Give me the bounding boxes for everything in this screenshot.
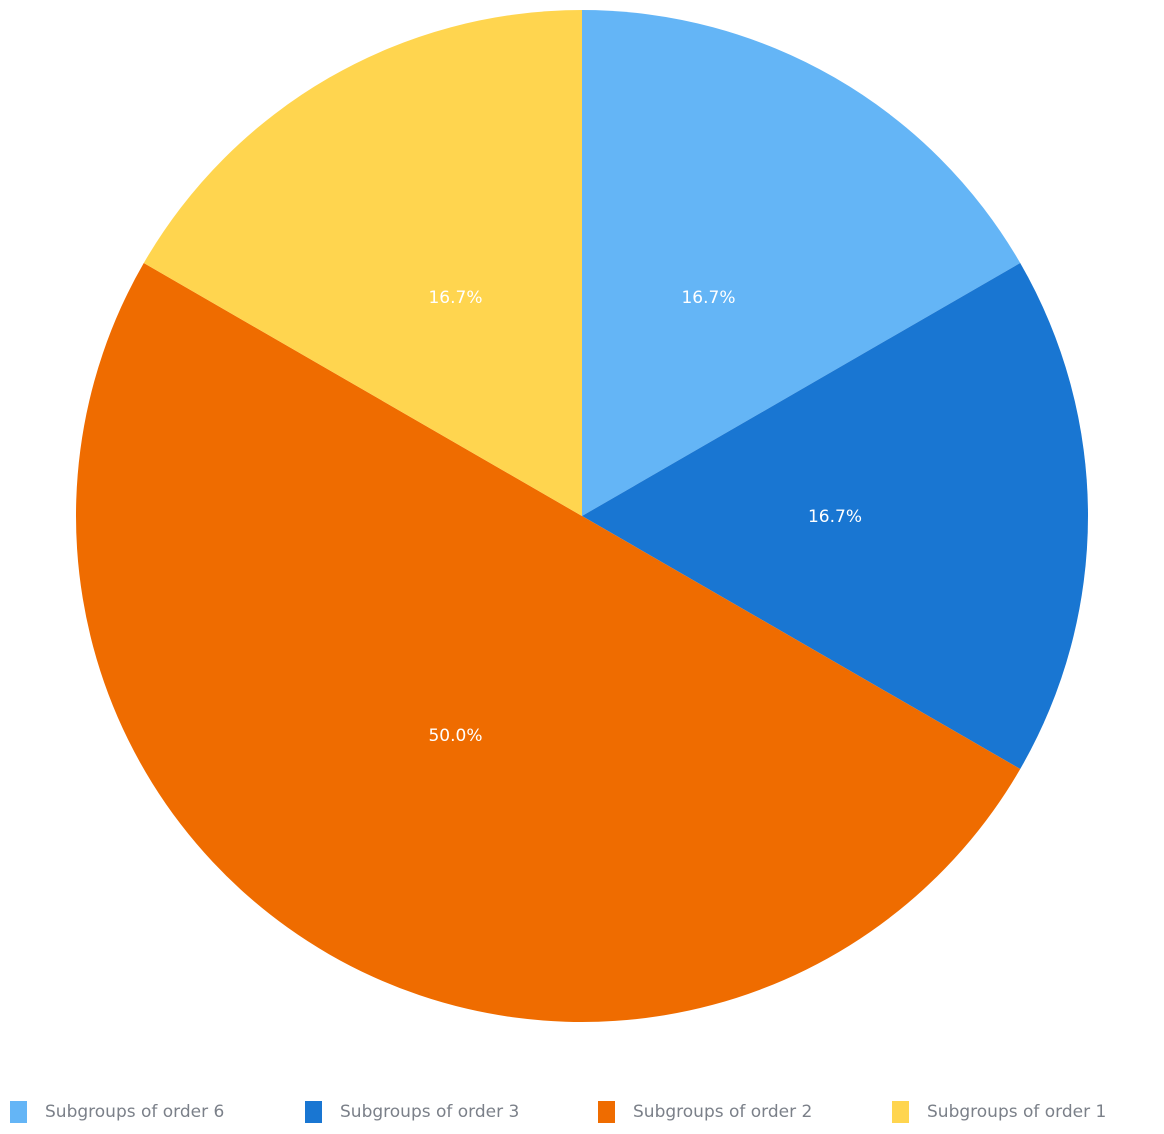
- legend-item[interactable]: Subgroups of order 6: [10, 1100, 224, 1124]
- slice-percent-label: 16.7%: [681, 288, 735, 308]
- legend-item[interactable]: Subgroups of order 2: [598, 1100, 812, 1124]
- slice-percent-label: 16.7%: [428, 288, 482, 308]
- legend-swatch: [305, 1101, 322, 1123]
- legend: Subgroups of order 6 Subgroups of order 3…: [0, 1100, 1164, 1124]
- pie-slice[interactable]: [582, 263, 1088, 769]
- legend-item[interactable]: Subgroups of order 3: [305, 1100, 519, 1124]
- legend-swatch: [892, 1101, 909, 1123]
- legend-label: Subgroups of order 6: [45, 1102, 225, 1122]
- slice-percent-label: 50.0%: [428, 726, 482, 746]
- pie-chart: 16.7% 16.7% 50.0% 16.7%: [76, 10, 1088, 1022]
- pie-slice[interactable]: [143, 10, 583, 516]
- legend-label: Subgroups of order 3: [340, 1102, 520, 1122]
- legend-swatch: [10, 1101, 27, 1123]
- legend-label: Subgroups of order 1: [927, 1102, 1107, 1122]
- pie-slice[interactable]: [76, 263, 1021, 1022]
- legend-swatch: [598, 1101, 615, 1123]
- legend-label: Subgroups of order 2: [633, 1102, 813, 1122]
- legend-item[interactable]: Subgroups of order 1: [892, 1100, 1106, 1124]
- pie-slice[interactable]: [582, 10, 1021, 516]
- slice-percent-label: 16.7%: [808, 507, 862, 527]
